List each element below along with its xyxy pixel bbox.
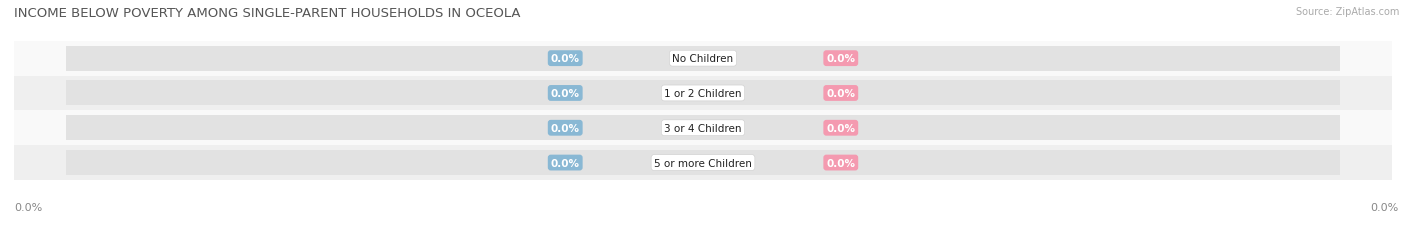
- Bar: [66, 81, 1340, 106]
- Text: 0.0%: 0.0%: [551, 88, 579, 99]
- Bar: [14, 111, 1392, 146]
- Text: 0.0%: 0.0%: [827, 54, 855, 64]
- Text: Source: ZipAtlas.com: Source: ZipAtlas.com: [1295, 7, 1399, 17]
- Text: No Children: No Children: [672, 54, 734, 64]
- Text: 0.0%: 0.0%: [827, 158, 855, 168]
- Text: 0.0%: 0.0%: [14, 203, 42, 213]
- Text: 0.0%: 0.0%: [551, 158, 579, 168]
- Text: 0.0%: 0.0%: [1371, 203, 1399, 213]
- Text: 3 or 4 Children: 3 or 4 Children: [664, 123, 742, 133]
- Text: 5 or more Children: 5 or more Children: [654, 158, 752, 168]
- Bar: [66, 46, 1340, 71]
- Text: 0.0%: 0.0%: [827, 88, 855, 99]
- Text: 0.0%: 0.0%: [551, 54, 579, 64]
- Bar: [14, 76, 1392, 111]
- Text: 1 or 2 Children: 1 or 2 Children: [664, 88, 742, 99]
- Bar: [66, 150, 1340, 175]
- Text: 0.0%: 0.0%: [827, 123, 855, 133]
- Bar: [14, 146, 1392, 180]
- Text: INCOME BELOW POVERTY AMONG SINGLE-PARENT HOUSEHOLDS IN OCEOLA: INCOME BELOW POVERTY AMONG SINGLE-PARENT…: [14, 7, 520, 20]
- Bar: [14, 42, 1392, 76]
- Text: 0.0%: 0.0%: [551, 123, 579, 133]
- Bar: [66, 116, 1340, 141]
